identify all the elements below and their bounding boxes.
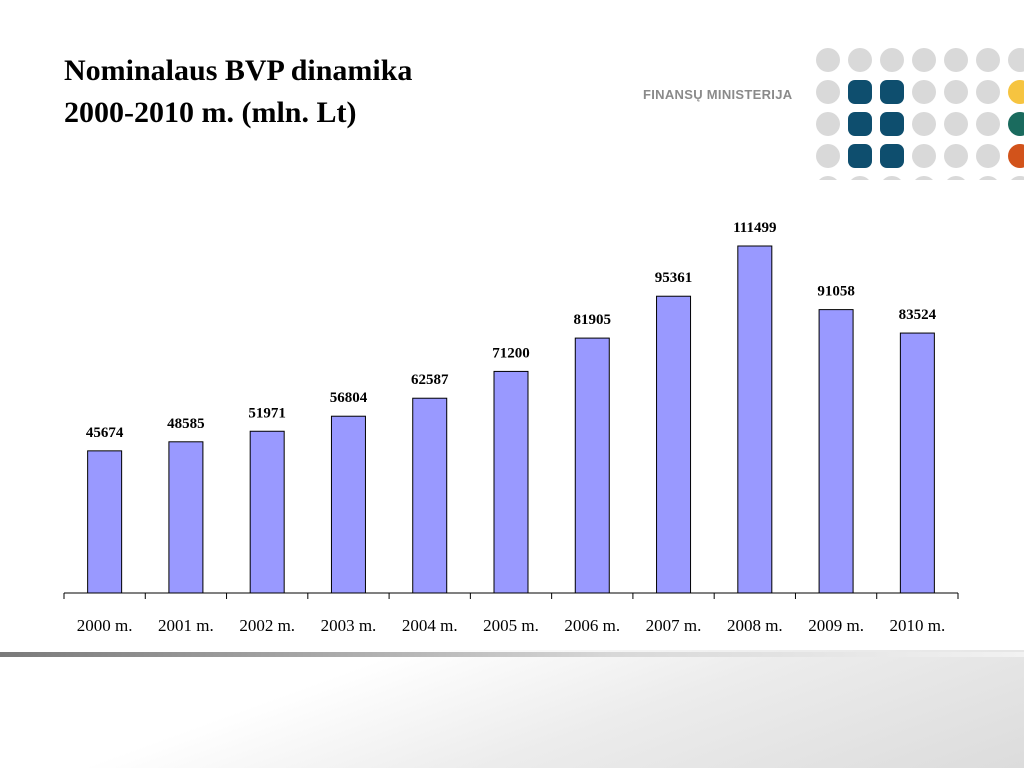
footer-rule <box>0 652 1024 657</box>
bar <box>737 245 773 594</box>
footer-band <box>0 650 1024 768</box>
logo-dot-grey <box>848 48 872 72</box>
logo-square <box>880 80 904 104</box>
data-label: 83524 <box>899 307 937 323</box>
logo-dot-grey <box>816 80 840 104</box>
logo-dot-grey <box>883 176 901 180</box>
data-label: 51971 <box>248 405 286 421</box>
bar <box>412 397 448 594</box>
logo-dot-grey <box>851 176 869 180</box>
logo-dot-grey <box>1011 176 1024 180</box>
x-tick-label: 2009 m. <box>808 616 864 635</box>
x-tick-label: 2008 m. <box>727 616 783 635</box>
logo-dot-grey <box>816 48 840 72</box>
logo-dot-yellow <box>1008 80 1024 104</box>
bar <box>168 441 204 594</box>
data-label: 71200 <box>492 345 530 361</box>
logo-dot-grey <box>976 144 1000 168</box>
logo-dot-grey <box>819 176 837 180</box>
logo-dot-orange <box>1008 144 1024 168</box>
data-label: 95361 <box>655 270 693 286</box>
logo-dot-grey <box>880 48 904 72</box>
logo-dot-grey <box>976 48 1000 72</box>
logo-dot-grey <box>1008 48 1024 72</box>
data-label: 111499 <box>733 220 776 236</box>
data-label: 62587 <box>411 372 449 388</box>
logo-dot-grey <box>915 176 933 180</box>
bar <box>493 370 529 594</box>
x-tick-label: 2001 m. <box>158 616 214 635</box>
logo-dot-grey <box>912 80 936 104</box>
logo-square <box>880 144 904 168</box>
logo-square <box>848 112 872 136</box>
logo-dot-grey <box>944 144 968 168</box>
data-label: 56804 <box>330 390 368 406</box>
ministry-logo-dots <box>816 48 1024 180</box>
x-tick-label: 2000 m. <box>77 616 133 635</box>
logo-dot-grey <box>976 80 1000 104</box>
bar <box>656 295 692 594</box>
logo-dot-grey <box>944 80 968 104</box>
logo-square <box>848 144 872 168</box>
x-tick-label: 2010 m. <box>889 616 945 635</box>
slide-title-line-2: 2000-2010 m. (mln. Lt) <box>64 96 357 129</box>
data-label: 81905 <box>574 312 612 328</box>
logo-dot-grey <box>947 176 965 180</box>
x-tick-label: 2004 m. <box>402 616 458 635</box>
data-label: 48585 <box>167 416 205 432</box>
bar <box>330 415 366 594</box>
logo-dot-grey <box>912 144 936 168</box>
logo-dot-grey <box>912 112 936 136</box>
ministry-logo-text: FINANSŲ MINISTERIJA <box>643 87 793 102</box>
data-label: 45674 <box>86 425 124 441</box>
x-tick-label: 2006 m. <box>564 616 620 635</box>
slide-title-line-1: Nominalaus BVP dinamika <box>64 54 413 87</box>
logo-square <box>880 112 904 136</box>
logo-square <box>848 80 872 104</box>
bar <box>87 450 123 594</box>
x-tick-label: 2002 m. <box>239 616 295 635</box>
logo-dot-grey <box>912 48 936 72</box>
bar <box>574 337 610 594</box>
x-tick-label: 2007 m. <box>646 616 702 635</box>
logo-dot-grey <box>944 48 968 72</box>
data-label: 91058 <box>817 284 855 300</box>
bar <box>249 430 285 594</box>
logo-dot-grey <box>944 112 968 136</box>
logo-dot-grey <box>816 144 840 168</box>
x-tick-label: 2005 m. <box>483 616 539 635</box>
bar <box>818 309 854 594</box>
logo-dot-grey <box>976 112 1000 136</box>
logo-dot-grey <box>816 112 840 136</box>
logo-dot-grey <box>979 176 997 180</box>
bar <box>899 332 935 594</box>
x-tick-label: 2003 m. <box>321 616 377 635</box>
logo-dot-teal <box>1008 112 1024 136</box>
bar-chart: 45674 2000 m. 48585 2001 m. 51971 2002 m. 5680… <box>63 220 959 635</box>
